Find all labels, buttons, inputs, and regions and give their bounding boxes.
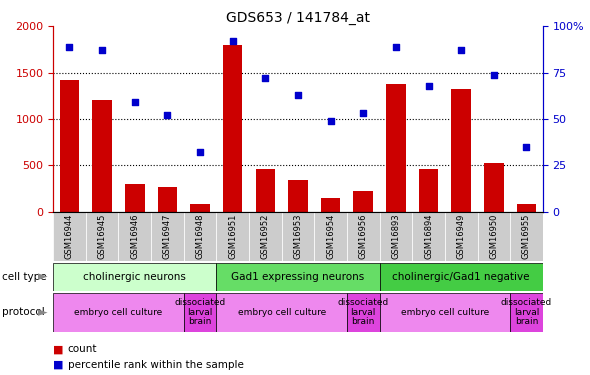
Bar xyxy=(190,204,210,212)
Bar xyxy=(60,80,79,212)
Bar xyxy=(249,212,281,261)
Bar xyxy=(151,212,183,261)
Title: GDS653 / 141784_at: GDS653 / 141784_at xyxy=(226,11,370,25)
Text: GSM16954: GSM16954 xyxy=(326,214,335,259)
Text: cholinergic/Gad1 negative: cholinergic/Gad1 negative xyxy=(392,272,530,282)
Point xyxy=(424,82,433,88)
Bar xyxy=(412,212,445,261)
Bar xyxy=(379,212,412,261)
Text: embryo cell culture: embryo cell culture xyxy=(238,308,326,316)
Text: percentile rank within the sample: percentile rank within the sample xyxy=(68,360,244,369)
Bar xyxy=(517,204,536,212)
Bar xyxy=(183,212,217,261)
Text: Gad1 expressing neurons: Gad1 expressing neurons xyxy=(231,272,365,282)
Bar xyxy=(386,84,406,212)
Bar xyxy=(255,169,275,212)
Point xyxy=(522,144,531,150)
Text: GSM16946: GSM16946 xyxy=(130,213,139,259)
Text: GSM16952: GSM16952 xyxy=(261,214,270,259)
Bar xyxy=(217,262,379,291)
Bar xyxy=(53,292,183,332)
Point xyxy=(326,118,335,124)
Text: GSM16947: GSM16947 xyxy=(163,213,172,259)
Point xyxy=(65,44,74,50)
Bar xyxy=(347,292,379,332)
Bar xyxy=(379,262,543,291)
Point xyxy=(228,38,237,44)
Bar xyxy=(314,212,347,261)
Bar xyxy=(125,184,145,212)
Bar xyxy=(451,89,471,212)
Text: ►: ► xyxy=(38,270,47,283)
Bar xyxy=(217,212,249,261)
Point xyxy=(457,47,466,53)
Text: GSM16950: GSM16950 xyxy=(489,214,499,259)
Bar xyxy=(92,100,112,212)
Point xyxy=(261,75,270,81)
Text: GSM16894: GSM16894 xyxy=(424,213,433,259)
Text: dissociated
larval
brain: dissociated larval brain xyxy=(501,298,552,326)
Bar xyxy=(53,212,86,261)
Text: GSM16948: GSM16948 xyxy=(195,213,205,259)
Text: GSM16955: GSM16955 xyxy=(522,214,531,259)
Bar xyxy=(445,212,477,261)
Point xyxy=(97,47,107,53)
Point xyxy=(391,44,401,50)
Bar xyxy=(477,212,510,261)
Text: cell type: cell type xyxy=(2,272,47,282)
Point xyxy=(359,111,368,117)
Bar xyxy=(158,187,177,212)
Text: GSM16956: GSM16956 xyxy=(359,213,368,259)
Bar xyxy=(288,180,308,212)
Text: count: count xyxy=(68,345,97,354)
Text: GSM16953: GSM16953 xyxy=(293,213,303,259)
Bar xyxy=(419,169,438,212)
Text: ■: ■ xyxy=(53,345,64,354)
Bar xyxy=(53,262,217,291)
Text: embryo cell culture: embryo cell culture xyxy=(74,308,162,316)
Bar xyxy=(353,190,373,212)
Bar xyxy=(223,45,242,212)
Text: dissociated
larval
brain: dissociated larval brain xyxy=(175,298,225,326)
Text: ■: ■ xyxy=(53,360,64,369)
Text: GSM16893: GSM16893 xyxy=(391,213,401,259)
Point xyxy=(163,112,172,118)
Text: GSM16944: GSM16944 xyxy=(65,214,74,259)
Text: protocol: protocol xyxy=(2,307,44,317)
Text: GSM16951: GSM16951 xyxy=(228,214,237,259)
Bar xyxy=(347,212,379,261)
Point xyxy=(293,92,303,98)
Bar xyxy=(379,292,510,332)
Text: dissociated
larval
brain: dissociated larval brain xyxy=(337,298,389,326)
Point xyxy=(195,150,205,156)
Bar xyxy=(217,292,347,332)
Bar xyxy=(183,292,217,332)
Text: cholinergic neurons: cholinergic neurons xyxy=(83,272,186,282)
Text: ►: ► xyxy=(38,306,47,319)
Point xyxy=(130,99,139,105)
Bar xyxy=(484,163,504,212)
Text: GSM16945: GSM16945 xyxy=(97,214,107,259)
Bar xyxy=(281,212,314,261)
Text: embryo cell culture: embryo cell culture xyxy=(401,308,489,316)
Text: GSM16949: GSM16949 xyxy=(457,214,466,259)
Bar xyxy=(510,292,543,332)
Bar xyxy=(321,198,340,212)
Bar xyxy=(119,212,151,261)
Bar xyxy=(86,212,119,261)
Bar xyxy=(510,212,543,261)
Point xyxy=(489,72,499,78)
